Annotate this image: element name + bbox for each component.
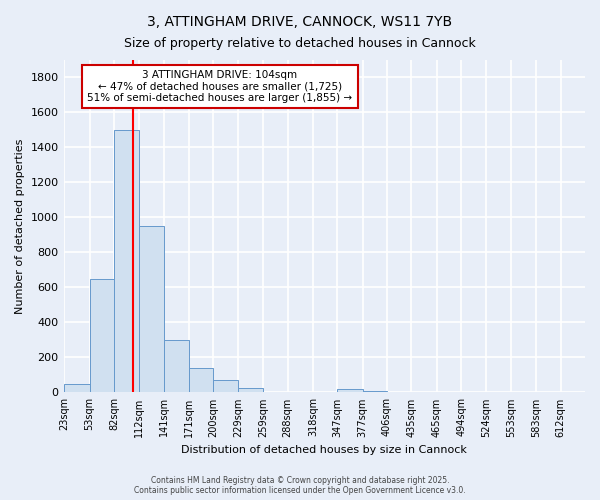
Bar <box>139 226 164 392</box>
Bar <box>238 388 263 392</box>
Bar <box>114 130 139 392</box>
Bar <box>64 384 89 392</box>
Text: 3 ATTINGHAM DRIVE: 104sqm
← 47% of detached houses are smaller (1,725)
51% of se: 3 ATTINGHAM DRIVE: 104sqm ← 47% of detac… <box>88 70 353 103</box>
Text: Size of property relative to detached houses in Cannock: Size of property relative to detached ho… <box>124 38 476 51</box>
Text: 3, ATTINGHAM DRIVE, CANNOCK, WS11 7YB: 3, ATTINGHAM DRIVE, CANNOCK, WS11 7YB <box>148 15 452 29</box>
Text: Contains HM Land Registry data © Crown copyright and database right 2025.
Contai: Contains HM Land Registry data © Crown c… <box>134 476 466 495</box>
Bar <box>164 340 189 392</box>
Bar <box>362 390 387 392</box>
Bar <box>214 380 238 392</box>
X-axis label: Distribution of detached houses by size in Cannock: Distribution of detached houses by size … <box>181 445 467 455</box>
Bar <box>189 368 214 392</box>
Y-axis label: Number of detached properties: Number of detached properties <box>15 138 25 314</box>
Bar <box>89 278 114 392</box>
Bar <box>337 389 362 392</box>
